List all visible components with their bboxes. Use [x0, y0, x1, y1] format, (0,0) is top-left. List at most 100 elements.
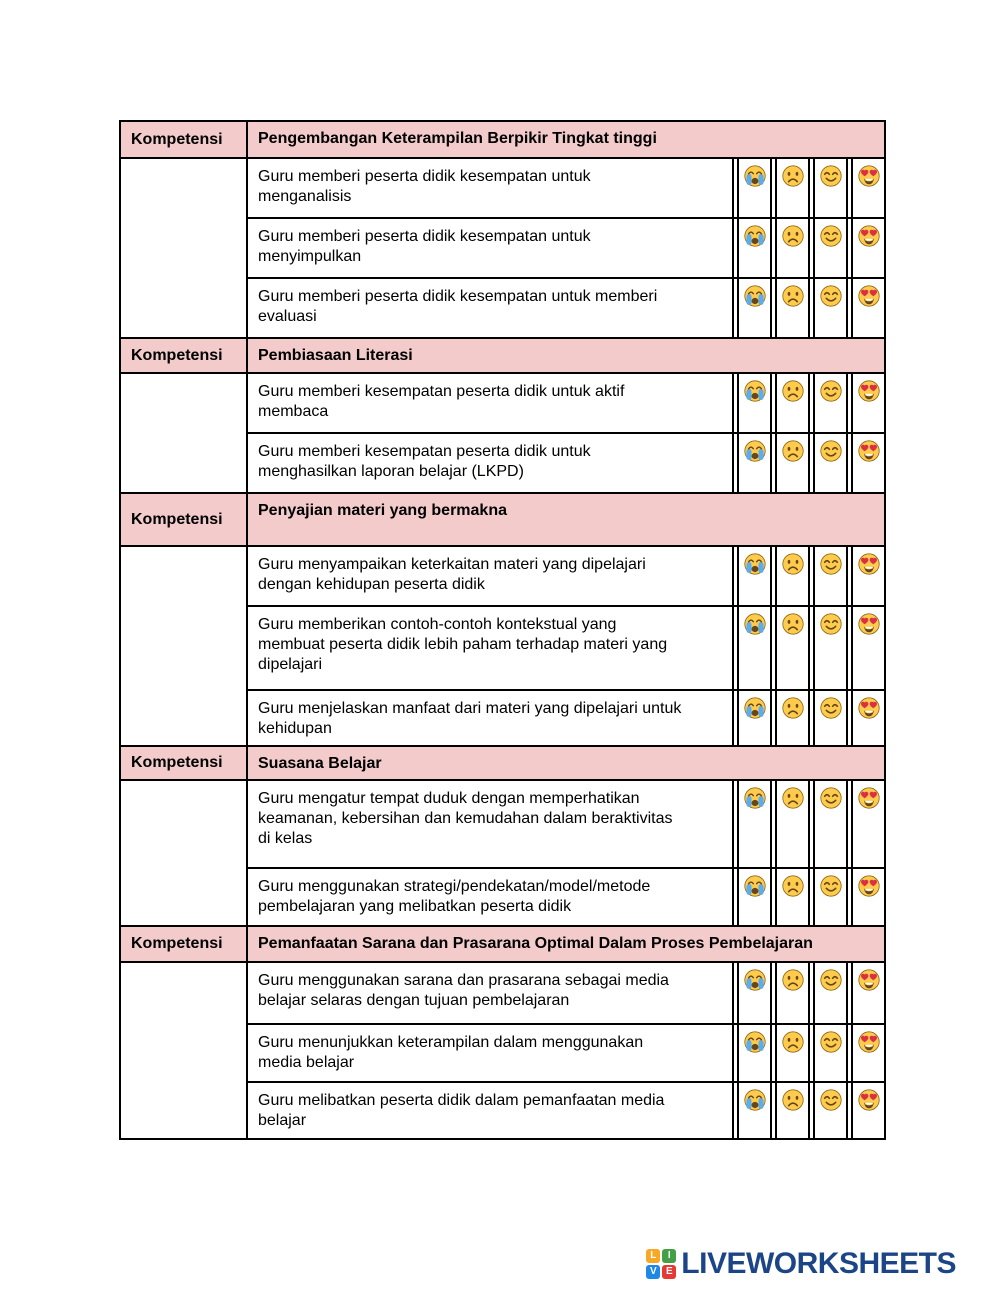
rating-cell-smiling[interactable] [813, 689, 848, 747]
rating-cell-crying[interactable] [737, 867, 772, 927]
loudly-crying-face-icon [743, 224, 767, 248]
rating-cell-heart-eyes[interactable] [851, 432, 886, 494]
kompetensi-header: Kompetensi [119, 492, 248, 547]
rating-cell-crying[interactable] [737, 217, 772, 279]
rating-cell-smiling[interactable] [813, 961, 848, 1025]
rating-cell-smiling[interactable] [813, 277, 848, 339]
rating-cell-smiling[interactable] [813, 432, 848, 494]
smiling-face-icon [819, 224, 843, 248]
rating-cell-frowning[interactable] [775, 372, 810, 434]
item-line: di kelas [258, 830, 313, 847]
heart-eyes-face-icon [857, 696, 881, 720]
rating-cell-frowning[interactable] [775, 277, 810, 339]
loudly-crying-face-icon [743, 696, 767, 720]
item-text: Guru memberi peserta didik kesempatan un… [246, 157, 734, 219]
rating-cell-frowning[interactable] [775, 157, 810, 219]
rating-cell-crying[interactable] [737, 1023, 772, 1083]
item-line: menghasilkan laporan belajar (LKPD) [258, 463, 524, 480]
kompetensi-empty-cell [119, 372, 248, 494]
frowning-face-icon [781, 968, 805, 992]
rating-cell-crying[interactable] [737, 605, 772, 691]
section-title: Pengembangan Keterampilan Berpikir Tingk… [246, 120, 886, 159]
item-line: Guru menunjukkan keterampilan dalam meng… [258, 1034, 644, 1051]
rating-cell-frowning[interactable] [775, 1023, 810, 1083]
rating-cell-frowning[interactable] [775, 217, 810, 279]
rating-cell-crying[interactable] [737, 372, 772, 434]
liveworksheets-logo[interactable]: L I V E LIVEWORKSHEETS [646, 1247, 956, 1281]
item-line: kehidupan [258, 720, 332, 737]
grid-spacer [771, 277, 776, 339]
grid-spacer [809, 157, 814, 219]
loudly-crying-face-icon [743, 786, 767, 810]
loudly-crying-face-icon [743, 439, 767, 463]
rating-cell-heart-eyes[interactable] [851, 1081, 886, 1140]
logo-tile-l: L [646, 1249, 661, 1263]
rating-cell-crying[interactable] [737, 961, 772, 1025]
rating-cell-heart-eyes[interactable] [851, 961, 886, 1025]
frowning-face-icon [781, 786, 805, 810]
rating-cell-smiling[interactable] [813, 157, 848, 219]
smiling-face-icon [819, 552, 843, 576]
heart-eyes-face-icon [857, 968, 881, 992]
rating-cell-frowning[interactable] [775, 689, 810, 747]
rating-cell-smiling[interactable] [813, 545, 848, 607]
frowning-face-icon [781, 284, 805, 308]
rating-cell-frowning[interactable] [775, 605, 810, 691]
rating-cell-smiling[interactable] [813, 1081, 848, 1140]
rating-cell-crying[interactable] [737, 545, 772, 607]
rating-cell-heart-eyes[interactable] [851, 1023, 886, 1083]
kompetensi-empty-cell [119, 545, 248, 747]
rating-cell-crying[interactable] [737, 277, 772, 339]
rating-cell-crying[interactable] [737, 689, 772, 747]
loudly-crying-face-icon [743, 552, 767, 576]
frowning-face-icon [781, 224, 805, 248]
frowning-face-icon [781, 696, 805, 720]
rating-cell-crying[interactable] [737, 157, 772, 219]
rating-cell-smiling[interactable] [813, 217, 848, 279]
rating-cell-heart-eyes[interactable] [851, 867, 886, 927]
rating-cell-heart-eyes[interactable] [851, 545, 886, 607]
brand-name: LIVEWORKSHEETS [681, 1247, 956, 1280]
rating-cell-heart-eyes[interactable] [851, 277, 886, 339]
heart-eyes-face-icon [857, 224, 881, 248]
rating-cell-frowning[interactable] [775, 779, 810, 869]
rating-cell-frowning[interactable] [775, 1081, 810, 1140]
grid-spacer [809, 779, 814, 869]
item-text: Guru memberi kesempatan peserta didik un… [246, 372, 734, 434]
grid-spacer [771, 545, 776, 607]
frowning-face-icon [781, 1030, 805, 1054]
grid-spacer [771, 432, 776, 494]
loudly-crying-face-icon [743, 1088, 767, 1112]
rating-cell-smiling[interactable] [813, 372, 848, 434]
rating-cell-frowning[interactable] [775, 545, 810, 607]
item-line: evaluasi [258, 308, 317, 325]
rating-cell-frowning[interactable] [775, 961, 810, 1025]
rating-cell-frowning[interactable] [775, 432, 810, 494]
rating-cell-heart-eyes[interactable] [851, 157, 886, 219]
liveworksheets-tiles-icon: L I V E [646, 1249, 677, 1279]
rating-cell-frowning[interactable] [775, 867, 810, 927]
grid-spacer [809, 689, 814, 747]
smiling-face-icon [819, 164, 843, 188]
rating-cell-crying[interactable] [737, 432, 772, 494]
item-text: Guru memberi peserta didik kesempatan un… [246, 277, 734, 339]
evaluation-table: Kompetensi Pengembangan Keterampilan Ber… [119, 120, 886, 1140]
rating-cell-heart-eyes[interactable] [851, 779, 886, 869]
smiling-face-icon [819, 696, 843, 720]
rating-cell-crying[interactable] [737, 1081, 772, 1140]
heart-eyes-face-icon [857, 284, 881, 308]
grid-spacer [733, 277, 738, 339]
kompetensi-empty-cell [119, 157, 248, 339]
rating-cell-smiling[interactable] [813, 1023, 848, 1083]
rating-cell-heart-eyes[interactable] [851, 372, 886, 434]
kompetensi-empty-cell [119, 961, 248, 1140]
rating-cell-smiling[interactable] [813, 867, 848, 927]
rating-cell-heart-eyes[interactable] [851, 217, 886, 279]
grid-spacer [809, 432, 814, 494]
rating-cell-smiling[interactable] [813, 779, 848, 869]
rating-cell-smiling[interactable] [813, 605, 848, 691]
rating-cell-heart-eyes[interactable] [851, 605, 886, 691]
rating-cell-crying[interactable] [737, 779, 772, 869]
logo-tile-v: V [646, 1265, 661, 1279]
rating-cell-heart-eyes[interactable] [851, 689, 886, 747]
